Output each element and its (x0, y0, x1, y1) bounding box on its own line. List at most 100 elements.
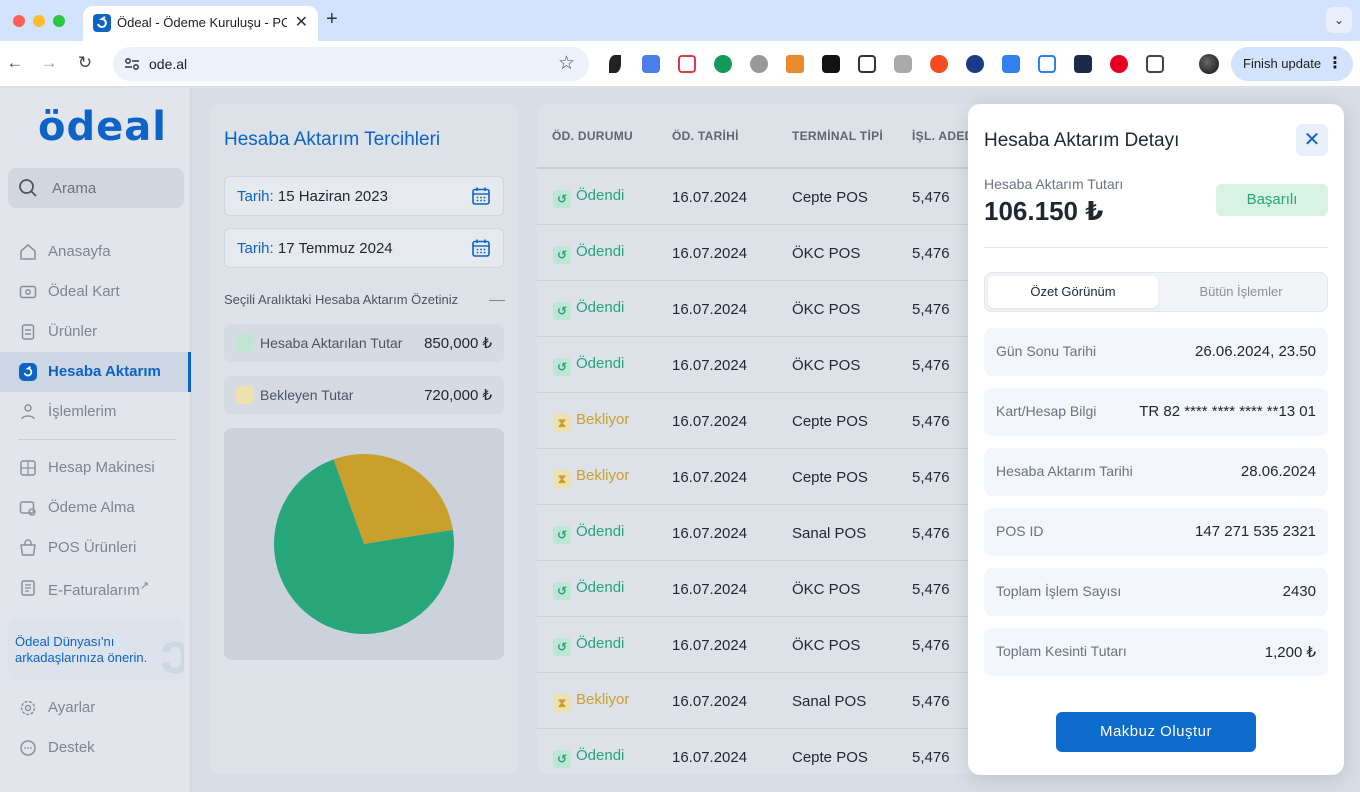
end-date-value: 17 Temmuz 2024 (277, 240, 393, 257)
pending-label: Bekleyen Tutar (260, 387, 354, 403)
paid-status-icon: ↺ (553, 750, 571, 768)
sidebar-item-hesaba-aktarim[interactable]: Hesaba Aktarım (0, 352, 191, 392)
terminal-cell: Cepte POS (792, 189, 868, 206)
translate-extension-icon[interactable] (642, 55, 660, 73)
col-header-count[interactable]: İŞL. ADEDİ (912, 129, 977, 143)
window-close-button[interactable] (13, 15, 25, 27)
status-cell: ↺ Ödendi (553, 747, 624, 768)
browser-tab[interactable]: Ödeal - Ödeme Kuruluşu - PC ✕ (83, 6, 318, 41)
window-extension-icon[interactable] (1002, 55, 1020, 73)
table-row[interactable]: ↺ Ödendi 16.07.2024 Cepte POS 5,476 (537, 729, 977, 774)
detail-label: Hesaba Aktarım Tarihi (996, 463, 1133, 479)
sidebar-item-odeme-alma[interactable]: Ödeme Alma (0, 488, 191, 528)
col-header-date[interactable]: ÖD. TARİHİ (672, 129, 739, 143)
table-row[interactable]: ⧗ Bekliyor 16.07.2024 Cepte POS 5,476 (537, 449, 977, 505)
count-cell: 5,476 (912, 637, 950, 654)
odeal-favicon-icon (93, 14, 111, 32)
transfer-detail-modal: Hesaba Aktarım Detayı ✕ Hesaba Aktarım T… (968, 104, 1344, 775)
app-root: ödeal Arama Anasayfa Ödeal Kart Ürünler … (0, 88, 1360, 792)
more-vert-icon[interactable]: ⋮ (1327, 55, 1343, 72)
create-receipt-button[interactable]: Makbuz Oluştur (1056, 712, 1256, 752)
col-header-status[interactable]: ÖD. DURUMU (552, 129, 633, 143)
crop-extension-icon[interactable] (1038, 55, 1056, 73)
tab-search-chevron-icon[interactable]: ⌄ (1326, 7, 1352, 33)
promo-text: Ödeal Dünyası'nı arkadaşlarınıza önerin. (15, 634, 148, 665)
table-row[interactable]: ↺ Ödendi 16.07.2024 ÖKC POS 5,476 (537, 561, 977, 617)
sidebar-item-hesap-makinesi[interactable]: Hesap Makinesi (0, 448, 191, 488)
close-icon[interactable]: ✕ (1296, 124, 1328, 156)
url-text[interactable]: ode.al (149, 56, 188, 72)
table-row[interactable]: ↺ Ödendi 16.07.2024 Sanal POS 5,476 (537, 505, 977, 561)
reload-icon[interactable]: ↻ (77, 53, 93, 72)
tab-summary-view[interactable]: Özet Görünüm (988, 276, 1158, 308)
pinterest-extension-icon[interactable] (1110, 55, 1128, 73)
back-arrow-icon[interactable]: ← (6, 53, 24, 72)
profile-avatar[interactable] (1199, 54, 1219, 74)
hourglass-icon: ⧗ (553, 694, 571, 712)
settings-icon (20, 700, 36, 716)
table-row[interactable]: ⧗ Bekliyor 16.07.2024 Sanal POS 5,476 (537, 673, 977, 729)
bookmark-star-icon[interactable]: ☆ (557, 53, 575, 74)
start-date-field[interactable]: Tarih: 15 Haziran 2023 (224, 176, 504, 216)
paid-status-icon: ↺ (553, 638, 571, 656)
calendar-icon[interactable] (471, 186, 491, 206)
sidebar-item-e-faturalarim[interactable]: E-Faturalarım↗ (0, 568, 191, 608)
window-minimize-button[interactable] (33, 15, 45, 27)
window-zoom-button[interactable] (53, 15, 65, 27)
status-cell: ↺ Ödendi (553, 187, 624, 208)
sidebar-item-urunler[interactable]: Ürünler (0, 312, 191, 352)
notion-extension-icon[interactable] (822, 55, 840, 73)
browser-toolbar: ← → ↻ ode.al ☆ Finish update ⋮ (0, 41, 1360, 87)
extensions-puzzle-icon[interactable] (1146, 55, 1164, 73)
sidebar-item-label: Anasayfa (48, 243, 111, 260)
status-text: Ödendi (576, 355, 625, 372)
status-text: Bekliyor (576, 691, 630, 708)
tab-close-icon[interactable]: ✕ (294, 14, 308, 31)
paid-status-icon: ↺ (553, 582, 571, 600)
date-cell: 16.07.2024 (672, 301, 748, 318)
forward-arrow-icon[interactable]: → (40, 53, 58, 72)
pie-chart (274, 454, 454, 634)
sidebar-item-destek[interactable]: Destek (0, 728, 191, 768)
terminal-cell: Cepte POS (792, 749, 868, 766)
settings-extension-icon[interactable] (750, 55, 768, 73)
odeal-logo[interactable]: ödeal (38, 104, 167, 150)
browser-tab-bar: Ödeal - Ödeme Kuruluşu - PC ✕ + ⌄ (0, 0, 1360, 41)
globe-extension-icon[interactable] (966, 55, 984, 73)
plus-extension-icon[interactable] (930, 55, 948, 73)
screenshot-extension-icon[interactable] (858, 55, 876, 73)
col-header-terminal[interactable]: TERMİNAL TİPİ (792, 129, 884, 143)
address-bar[interactable]: ode.al ☆ (113, 47, 589, 81)
eyedropper-extension-icon[interactable] (609, 55, 621, 73)
metamask-extension-icon[interactable] (786, 55, 804, 73)
date-cell: 16.07.2024 (672, 525, 748, 542)
finish-update-button[interactable]: Finish update ⋮ (1231, 47, 1353, 81)
sidebar-item-pos-urunleri[interactable]: POS Ürünleri (0, 528, 191, 568)
camera-extension-icon[interactable] (894, 55, 912, 73)
calendar-icon[interactable] (471, 238, 491, 258)
sidebar-item-odeal-kart[interactable]: Ödeal Kart (0, 272, 191, 312)
site-settings-icon[interactable] (123, 55, 141, 73)
search-input[interactable]: Arama (8, 168, 184, 208)
sidebar-item-ayarlar[interactable]: Ayarlar (0, 688, 191, 728)
support-icon (20, 740, 36, 756)
grammarly-extension-icon[interactable] (714, 55, 732, 73)
sidebar-item-islemlerim[interactable]: İşlemlerim (0, 392, 191, 432)
tab-all-transactions[interactable]: Bütün İşlemler (1199, 284, 1283, 299)
end-date-field[interactable]: Tarih: 17 Temmuz 2024 (224, 228, 504, 268)
table-row[interactable]: ↺ Ödendi 16.07.2024 ÖKC POS 5,476 (537, 337, 977, 393)
table-row[interactable]: ⧗ Bekliyor 16.07.2024 Cepte POS 5,476 (537, 393, 977, 449)
pocket-extension-icon[interactable] (678, 55, 696, 73)
table-row[interactable]: ↺ Ödendi 16.07.2024 ÖKC POS 5,476 (537, 281, 977, 337)
detail-row: Gün Sonu Tarihi 26.06.2024, 23.50 (984, 328, 1328, 376)
table-row[interactable]: ↺ Ödendi 16.07.2024 ÖKC POS 5,476 (537, 225, 977, 281)
new-tab-button[interactable]: + (326, 8, 338, 30)
table-row[interactable]: ↺ Ödendi 16.07.2024 ÖKC POS 5,476 (537, 617, 977, 673)
detail-label: Gün Sonu Tarihi (996, 343, 1097, 359)
sidebar-item-anasayfa[interactable]: Anasayfa (0, 232, 191, 272)
status-cell: ↺ Ödendi (553, 635, 624, 656)
detail-value: 2430 (1282, 583, 1316, 600)
promo-card[interactable]: ↄ Ödeal Dünyası'nı arkadaşlarınıza öneri… (8, 618, 184, 680)
video-extension-icon[interactable] (1074, 55, 1092, 73)
table-row[interactable]: ↺ Ödendi 16.07.2024 Cepte POS 5,476 (537, 169, 977, 225)
